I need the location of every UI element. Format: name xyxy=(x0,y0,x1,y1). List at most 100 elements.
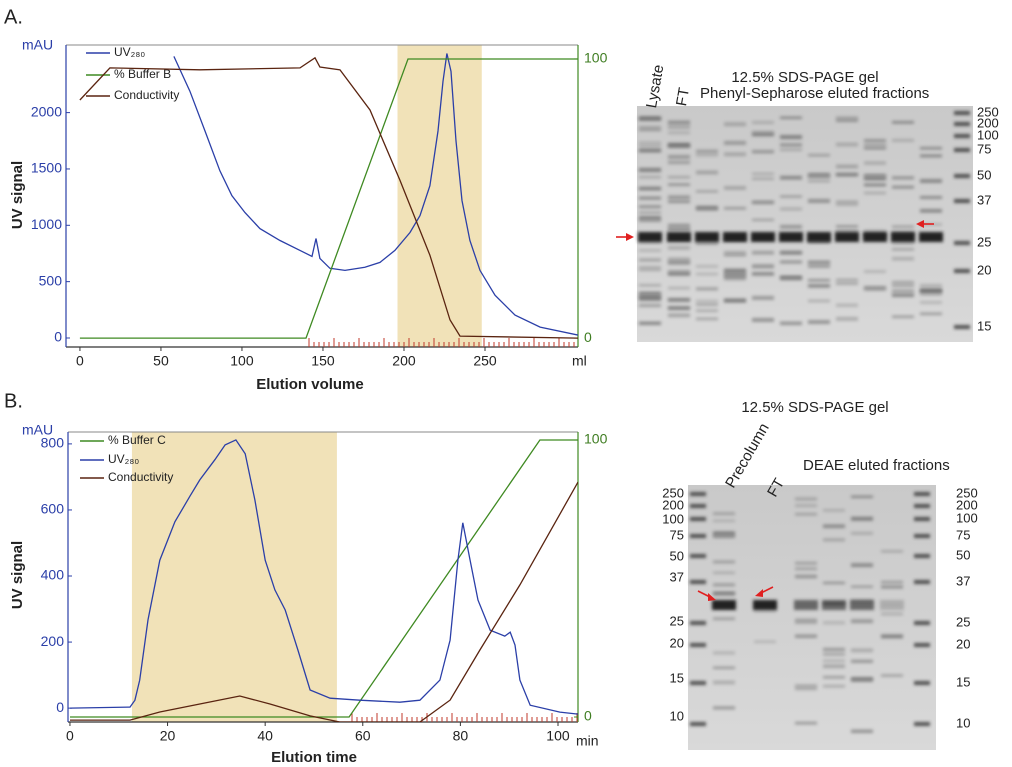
ladder-band xyxy=(690,621,706,625)
ladder-band xyxy=(690,554,706,558)
gel-band xyxy=(639,141,661,144)
gel-band xyxy=(823,509,845,511)
ladder-band xyxy=(690,722,706,726)
x-tick-label: 40 xyxy=(257,728,273,744)
gel-band xyxy=(668,273,690,276)
gel-band xyxy=(780,148,802,151)
gel-band xyxy=(752,219,774,221)
gel-band xyxy=(808,180,830,182)
ladder-band xyxy=(914,643,930,647)
gel-band xyxy=(713,531,735,535)
panel-label: A. xyxy=(4,6,23,28)
chart-b: B. mAU UV signal Elution time min 020406… xyxy=(4,390,608,766)
gel-band xyxy=(795,722,817,724)
gel-band xyxy=(823,538,845,541)
gel-band xyxy=(713,535,735,539)
gel-band xyxy=(795,634,817,637)
ladder-band xyxy=(914,554,930,558)
target-band xyxy=(850,600,874,610)
gel-band xyxy=(851,660,873,663)
gel-band xyxy=(836,165,858,169)
gel-band xyxy=(920,293,942,296)
gel-band xyxy=(754,641,776,643)
gel-band xyxy=(668,123,690,126)
gel-band xyxy=(920,147,942,149)
gel-band xyxy=(780,176,802,180)
gel-band xyxy=(795,513,817,516)
x-tick-label: 0 xyxy=(66,728,74,744)
y2-tick-label: 100 xyxy=(584,50,608,66)
legend-label: UV₂₈₀ xyxy=(108,452,139,466)
gel-band xyxy=(639,168,661,172)
gel-band xyxy=(639,284,661,286)
y-tick-label: 1500 xyxy=(31,160,62,176)
gel-band xyxy=(639,205,661,208)
x-unit: min xyxy=(576,733,599,749)
gel-band xyxy=(713,667,735,669)
gel-band xyxy=(892,121,914,123)
x-tick-label: 100 xyxy=(546,728,570,744)
marker-label: 20 xyxy=(670,635,684,650)
marker-label: 25 xyxy=(670,613,684,628)
gel-band xyxy=(668,195,690,199)
x-tick-label: 250 xyxy=(473,353,497,369)
gel-band xyxy=(668,144,690,147)
marker-label: 75 xyxy=(670,527,684,542)
gel-band xyxy=(668,176,690,178)
gel-band xyxy=(823,582,845,584)
gel-band xyxy=(836,225,858,227)
ladder-band xyxy=(690,643,706,647)
ladder-band xyxy=(954,134,970,138)
gel-band xyxy=(795,497,817,500)
gel-band xyxy=(836,317,858,321)
marker-label: 20 xyxy=(956,636,970,651)
gel-band xyxy=(836,143,858,147)
gel-band xyxy=(836,203,858,206)
gel-band xyxy=(639,269,661,272)
gel-band xyxy=(808,265,830,268)
gel-band xyxy=(724,207,746,210)
gel-band xyxy=(639,249,661,251)
gel-band xyxy=(892,248,914,250)
gel-band xyxy=(920,179,942,183)
arrow-head xyxy=(626,233,634,241)
target-band xyxy=(807,232,831,242)
ladder-band xyxy=(914,722,930,726)
marker-label: 15 xyxy=(670,670,684,685)
gel-band xyxy=(808,175,830,178)
gel-band xyxy=(713,651,735,654)
gel-band xyxy=(724,272,746,275)
x-tick-label: 200 xyxy=(392,353,416,369)
gel-band xyxy=(881,550,903,552)
y-tick-label: 800 xyxy=(41,435,65,451)
gel-band xyxy=(780,276,802,279)
marker-label: 37 xyxy=(670,569,684,584)
target-band xyxy=(794,600,818,610)
gel-band xyxy=(851,730,873,733)
gel-band xyxy=(864,144,886,146)
ladder-band xyxy=(954,174,970,178)
gel-band xyxy=(639,211,661,214)
y-axis-label: UV signal xyxy=(9,161,26,229)
ladder-band xyxy=(690,534,706,538)
gel-band xyxy=(823,621,845,624)
gel-band xyxy=(795,619,817,623)
y-tick-label: 0 xyxy=(54,329,62,345)
gel-band xyxy=(920,284,942,288)
gel-band xyxy=(668,184,690,186)
gel-band xyxy=(836,200,858,202)
gel-band xyxy=(724,186,746,190)
gel-band xyxy=(668,306,690,308)
gel-band xyxy=(724,254,746,256)
x-tick-label: 80 xyxy=(453,728,469,744)
gel-band xyxy=(639,197,661,200)
gel-band xyxy=(752,178,774,180)
target-band xyxy=(822,600,846,610)
ladder-band xyxy=(914,621,930,625)
gel-band xyxy=(864,192,886,195)
target-band xyxy=(712,600,736,610)
target-band xyxy=(751,232,775,242)
gel-title: 12.5% SDS-PAGE gel xyxy=(731,69,878,86)
gel-band xyxy=(823,664,845,668)
legend-label: Conductivity xyxy=(108,470,173,484)
